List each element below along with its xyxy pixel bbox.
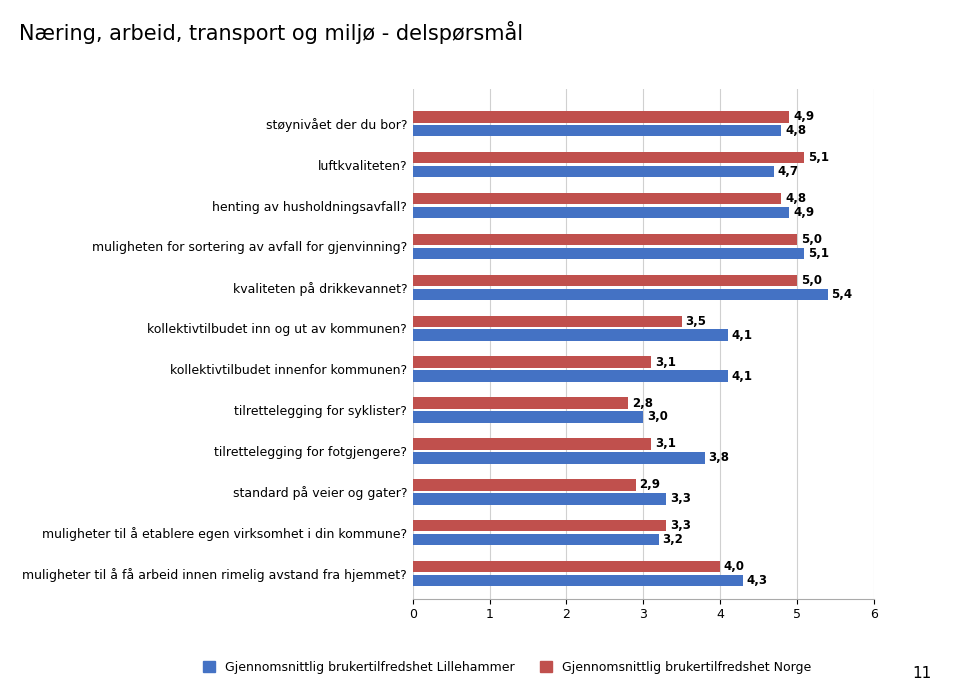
Text: 4,9: 4,9 — [793, 206, 814, 219]
Bar — [413, 411, 643, 422]
Text: 4,7: 4,7 — [778, 165, 799, 178]
Text: 4,1: 4,1 — [732, 329, 753, 342]
Bar — [413, 111, 789, 122]
Bar — [413, 207, 789, 218]
Bar — [413, 398, 628, 409]
Text: 3,1: 3,1 — [655, 356, 676, 369]
Text: 3,3: 3,3 — [670, 519, 691, 533]
Bar — [413, 493, 666, 504]
Text: 2,8: 2,8 — [632, 396, 653, 409]
Bar — [413, 275, 797, 286]
Text: 4,3: 4,3 — [747, 574, 768, 587]
Text: 5,0: 5,0 — [801, 274, 822, 287]
Text: Næring, arbeid, transport og miljø - delspørsmål: Næring, arbeid, transport og miljø - del… — [19, 21, 523, 43]
Text: 5,4: 5,4 — [831, 288, 852, 301]
Bar — [413, 370, 728, 382]
Bar — [413, 330, 728, 341]
Text: 3,3: 3,3 — [670, 493, 691, 505]
Text: 11: 11 — [912, 666, 931, 681]
Text: 5,0: 5,0 — [801, 233, 822, 246]
Bar — [413, 438, 651, 450]
Bar — [413, 479, 636, 491]
Bar — [413, 316, 682, 327]
Bar — [413, 356, 651, 368]
Text: 3,0: 3,0 — [647, 411, 668, 424]
Text: 5,1: 5,1 — [808, 247, 829, 260]
Bar — [413, 561, 720, 572]
Bar — [413, 575, 743, 586]
Legend: Gjennomsnittlig brukertilfredshet Lillehammer, Gjennomsnittlig brukertilfredshet: Gjennomsnittlig brukertilfredshet Lilleh… — [198, 656, 817, 679]
Bar — [413, 288, 828, 300]
Bar — [413, 234, 797, 245]
Text: 3,1: 3,1 — [655, 438, 676, 451]
Text: 4,0: 4,0 — [724, 560, 745, 573]
Text: 3,2: 3,2 — [662, 533, 684, 546]
Text: 3,5: 3,5 — [685, 315, 707, 327]
Text: 5,1: 5,1 — [808, 151, 829, 164]
Bar — [413, 166, 774, 178]
Bar — [413, 152, 804, 164]
Text: 4,1: 4,1 — [732, 369, 753, 383]
Text: 4,9: 4,9 — [793, 110, 814, 123]
Text: 3,8: 3,8 — [708, 451, 730, 464]
Bar — [413, 125, 781, 136]
Text: 4,8: 4,8 — [785, 125, 806, 137]
Bar — [413, 452, 705, 464]
Bar — [413, 520, 666, 532]
Text: 2,9: 2,9 — [639, 478, 660, 491]
Bar — [413, 248, 804, 259]
Bar — [413, 193, 781, 204]
Text: 4,8: 4,8 — [785, 192, 806, 205]
Bar — [413, 534, 659, 546]
